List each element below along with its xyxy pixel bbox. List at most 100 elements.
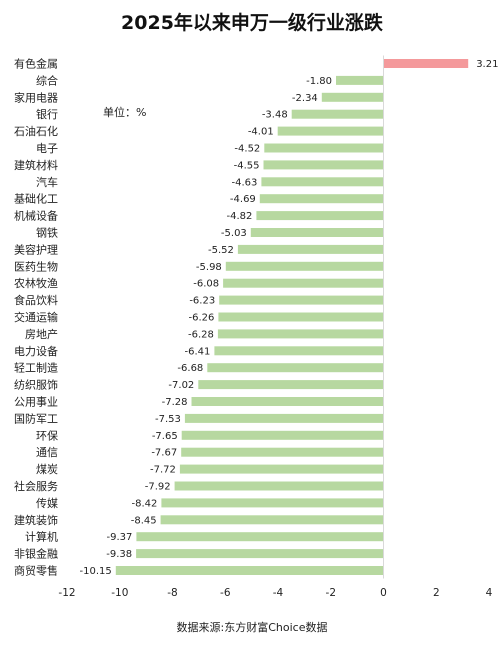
category-label-30: 商贸零售 bbox=[14, 564, 58, 578]
bar-25 bbox=[174, 481, 384, 491]
bar-20 bbox=[191, 397, 384, 406]
bar-6 bbox=[263, 160, 384, 170]
chart-title: 2025年以来申万一级行业涨跌 bbox=[121, 11, 384, 34]
value-label-20: -7.28 bbox=[162, 397, 188, 408]
category-label-3: 银行 bbox=[36, 107, 58, 121]
category-label-1: 综合 bbox=[36, 73, 58, 87]
value-label-12: -5.98 bbox=[196, 262, 222, 273]
category-label-23: 通信 bbox=[36, 446, 58, 459]
bar-26 bbox=[161, 498, 384, 508]
x-tick-label-5: -2 bbox=[326, 587, 336, 599]
category-label-10: 钢铁 bbox=[36, 227, 58, 240]
bar-2 bbox=[321, 92, 384, 102]
category-label-14: 食品饮料 bbox=[14, 293, 58, 307]
value-label-16: -6.28 bbox=[188, 329, 214, 340]
bar-1 bbox=[336, 75, 384, 85]
bar-4 bbox=[277, 126, 384, 136]
category-label-20: 公用事业 bbox=[14, 396, 58, 409]
x-tick-label-8: 4 bbox=[486, 587, 493, 599]
x-tick-label-7: 2 bbox=[433, 587, 440, 599]
category-label-29: 非银金融 bbox=[14, 547, 58, 561]
bar-22 bbox=[181, 430, 384, 440]
category-label-28: 计算机 bbox=[25, 530, 58, 544]
value-label-29: -9.38 bbox=[106, 549, 132, 560]
bar-0 bbox=[383, 59, 469, 68]
bar-5 bbox=[264, 143, 384, 153]
x-tick-label-2: -8 bbox=[167, 587, 177, 599]
value-label-3: -3.48 bbox=[262, 110, 288, 121]
x-tick-label-1: -10 bbox=[111, 587, 128, 599]
source-note: 数据来源:东方财富Choice数据 bbox=[177, 620, 328, 634]
bar-3 bbox=[291, 109, 384, 119]
value-label-18: -6.68 bbox=[177, 363, 203, 374]
bar-14 bbox=[219, 295, 384, 305]
value-label-11: -5.52 bbox=[208, 245, 234, 256]
value-label-30: -10.15 bbox=[80, 566, 112, 577]
x-tick-label-3: -6 bbox=[220, 587, 231, 599]
value-label-4: -4.01 bbox=[248, 127, 274, 138]
value-label-17: -6.41 bbox=[185, 346, 211, 357]
category-label-15: 交通运输 bbox=[14, 310, 58, 324]
value-label-6: -4.55 bbox=[234, 160, 260, 171]
bar-19 bbox=[198, 380, 384, 390]
bar-8 bbox=[259, 194, 384, 204]
value-labels-group: 3.21 -1.80 -2.34 -3.48 -4.01 -4.52 -4.55 -4.63 -… bbox=[80, 59, 499, 577]
bar-21 bbox=[184, 413, 384, 423]
value-label-8: -4.69 bbox=[230, 194, 256, 205]
value-label-10: -5.03 bbox=[221, 228, 247, 239]
category-label-12: 医药生物 bbox=[14, 259, 58, 273]
category-label-25: 社会服务 bbox=[14, 479, 58, 493]
x-tick-label-6: 0 bbox=[380, 587, 387, 599]
category-label-21: 国防军工 bbox=[14, 411, 58, 425]
unit-label: 单位：% bbox=[103, 105, 146, 119]
value-label-0: 3.21 bbox=[476, 59, 498, 70]
value-label-1: -1.80 bbox=[306, 76, 332, 87]
bar-29 bbox=[136, 549, 384, 559]
value-label-14: -6.23 bbox=[189, 296, 215, 307]
x-axis-ticks-group: -12 -10 -8 -6 -4 -2 0 2 4 bbox=[58, 587, 492, 599]
value-label-24: -7.72 bbox=[150, 465, 176, 476]
category-label-27: 建筑装饰 bbox=[14, 513, 58, 527]
value-label-22: -7.65 bbox=[152, 431, 178, 442]
bar-10 bbox=[250, 228, 384, 237]
bar-18 bbox=[207, 363, 384, 373]
bars-group bbox=[115, 59, 469, 575]
value-label-27: -8.45 bbox=[131, 515, 157, 526]
value-label-5: -4.52 bbox=[234, 144, 260, 155]
value-label-25: -7.92 bbox=[145, 482, 171, 493]
category-label-6: 建筑材料 bbox=[14, 158, 58, 172]
value-label-13: -6.08 bbox=[193, 279, 219, 290]
category-label-26: 传媒 bbox=[36, 497, 58, 510]
value-label-28: -9.37 bbox=[107, 532, 133, 543]
category-label-13: 农林牧渔 bbox=[14, 276, 58, 290]
value-label-26: -8.42 bbox=[132, 498, 158, 509]
bar-27 bbox=[160, 515, 384, 525]
value-label-7: -4.63 bbox=[232, 177, 258, 188]
bar-28 bbox=[136, 532, 384, 542]
category-label-22: 环保 bbox=[36, 428, 58, 442]
bar-9 bbox=[256, 211, 384, 221]
bar-30 bbox=[115, 566, 384, 575]
value-label-23: -7.67 bbox=[151, 448, 177, 459]
bar-12 bbox=[225, 261, 384, 271]
category-label-2: 家用电器 bbox=[14, 90, 58, 104]
bar-7 bbox=[261, 177, 384, 187]
category-label-7: 汽车 bbox=[36, 175, 58, 189]
category-label-0: 有色金属 bbox=[14, 57, 58, 71]
category-label-19: 纺织服饰 bbox=[14, 378, 58, 392]
value-label-19: -7.02 bbox=[168, 380, 194, 391]
value-label-15: -6.26 bbox=[189, 313, 215, 324]
category-label-11: 美容护理 bbox=[14, 242, 58, 256]
category-label-4: 石油石化 bbox=[14, 124, 58, 138]
bar-13 bbox=[223, 278, 384, 288]
value-label-21: -7.53 bbox=[155, 414, 181, 425]
category-label-17: 电力设备 bbox=[14, 344, 58, 358]
bar-24 bbox=[179, 464, 384, 474]
category-label-9: 机械设备 bbox=[14, 209, 58, 223]
category-label-18: 轻工制造 bbox=[14, 361, 58, 375]
bar-11 bbox=[237, 244, 384, 254]
category-labels-group: 有色金属综合家用电器银行石油石化电子建筑材料汽车基础化工机械设备钢铁美容护理医药… bbox=[14, 57, 58, 578]
category-label-8: 基础化工 bbox=[14, 192, 58, 206]
category-label-24: 煤炭 bbox=[36, 463, 58, 476]
